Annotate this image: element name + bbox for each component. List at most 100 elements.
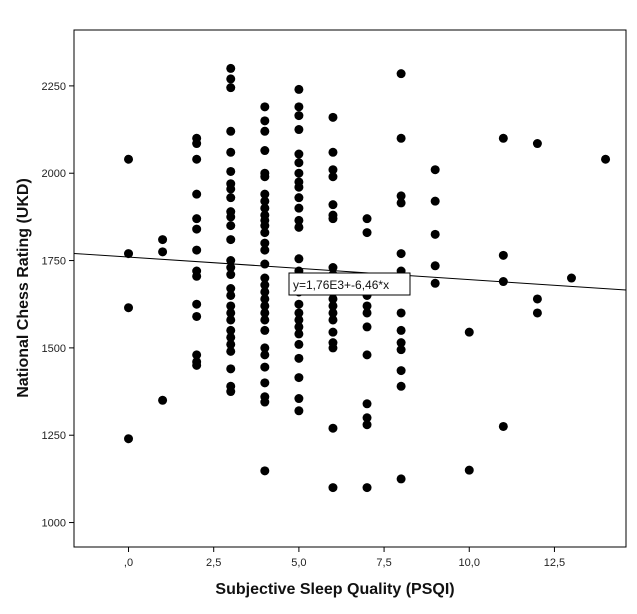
data-point bbox=[294, 299, 304, 309]
data-point bbox=[328, 301, 338, 311]
data-point bbox=[260, 203, 270, 213]
data-point bbox=[294, 84, 304, 94]
data-point bbox=[226, 346, 236, 356]
data-point bbox=[226, 270, 236, 280]
data-point bbox=[124, 303, 134, 313]
data-point bbox=[294, 158, 304, 168]
data-point bbox=[328, 214, 338, 224]
data-point bbox=[260, 280, 270, 290]
x-tick-label: 12,5 bbox=[544, 557, 565, 569]
data-point bbox=[294, 193, 304, 203]
data-point bbox=[362, 308, 372, 318]
data-point bbox=[260, 397, 270, 407]
data-point bbox=[294, 168, 304, 178]
data-point bbox=[498, 133, 508, 143]
data-point bbox=[362, 420, 372, 430]
data-point bbox=[328, 327, 338, 337]
data-point bbox=[192, 154, 202, 164]
data-point bbox=[396, 198, 406, 208]
data-point bbox=[498, 250, 508, 260]
data-point bbox=[566, 273, 576, 283]
data-point bbox=[328, 294, 338, 304]
data-point bbox=[328, 112, 338, 122]
data-point bbox=[226, 387, 236, 397]
data-point bbox=[328, 423, 338, 433]
data-point bbox=[260, 308, 270, 318]
y-tick-label: 1250 bbox=[42, 430, 66, 442]
data-point bbox=[532, 308, 542, 318]
data-point bbox=[532, 139, 542, 149]
data-point bbox=[260, 350, 270, 360]
data-point bbox=[226, 147, 236, 157]
data-point bbox=[294, 308, 304, 318]
data-point bbox=[260, 287, 270, 297]
x-tick-label: 2,5 bbox=[206, 557, 221, 569]
data-point bbox=[192, 360, 202, 370]
data-point bbox=[294, 222, 304, 232]
data-point bbox=[226, 126, 236, 136]
data-point bbox=[294, 149, 304, 159]
data-point bbox=[430, 165, 440, 175]
data-point bbox=[260, 273, 270, 283]
data-point bbox=[192, 299, 202, 309]
data-point bbox=[260, 301, 270, 311]
data-point bbox=[396, 308, 406, 318]
data-point bbox=[464, 327, 474, 337]
data-point bbox=[601, 154, 611, 164]
data-point bbox=[396, 191, 406, 201]
data-point bbox=[260, 146, 270, 156]
data-point bbox=[192, 189, 202, 199]
data-point bbox=[328, 263, 338, 273]
y-tick-label: 2250 bbox=[42, 81, 66, 93]
data-point bbox=[158, 235, 168, 245]
data-point bbox=[328, 147, 338, 157]
data-point bbox=[430, 229, 440, 239]
data-point bbox=[260, 325, 270, 335]
data-point bbox=[294, 102, 304, 112]
data-point bbox=[294, 203, 304, 213]
y-tick-label: 1750 bbox=[42, 256, 66, 268]
data-point bbox=[226, 308, 236, 318]
data-point bbox=[260, 126, 270, 136]
data-point bbox=[226, 263, 236, 273]
data-point bbox=[124, 434, 134, 444]
data-point bbox=[260, 172, 270, 182]
y-tick-label: 1000 bbox=[42, 518, 66, 530]
data-point bbox=[226, 301, 236, 311]
x-tick-label: 5,0 bbox=[291, 557, 306, 569]
data-point bbox=[260, 294, 270, 304]
data-point bbox=[328, 343, 338, 353]
data-point bbox=[158, 247, 168, 257]
regression-line bbox=[73, 252, 627, 291]
x-axis-title: Subjective Sleep Quality (PSQI) bbox=[215, 581, 454, 598]
data-point bbox=[226, 63, 236, 73]
equation-box bbox=[288, 272, 411, 296]
data-point bbox=[430, 278, 440, 288]
data-point bbox=[464, 465, 474, 475]
data-point bbox=[294, 215, 304, 225]
data-point bbox=[260, 315, 270, 325]
data-point bbox=[430, 261, 440, 271]
data-point bbox=[362, 322, 372, 332]
data-point bbox=[226, 339, 236, 349]
data-point bbox=[260, 102, 270, 112]
data-point bbox=[260, 228, 270, 238]
data-point bbox=[124, 249, 134, 259]
y-tick-label: 2000 bbox=[42, 168, 66, 180]
data-point bbox=[226, 184, 236, 194]
data-point bbox=[396, 325, 406, 335]
y-tick-label: 1500 bbox=[42, 343, 66, 355]
data-point bbox=[328, 308, 338, 318]
data-point bbox=[294, 125, 304, 135]
data-point bbox=[294, 406, 304, 416]
data-point bbox=[362, 301, 372, 311]
data-point bbox=[192, 311, 202, 321]
data-point bbox=[294, 182, 304, 192]
data-point bbox=[260, 196, 270, 206]
data-point bbox=[294, 254, 304, 264]
data-point bbox=[362, 228, 372, 238]
data-point bbox=[192, 139, 202, 149]
data-point bbox=[294, 322, 304, 332]
data-point bbox=[328, 200, 338, 210]
